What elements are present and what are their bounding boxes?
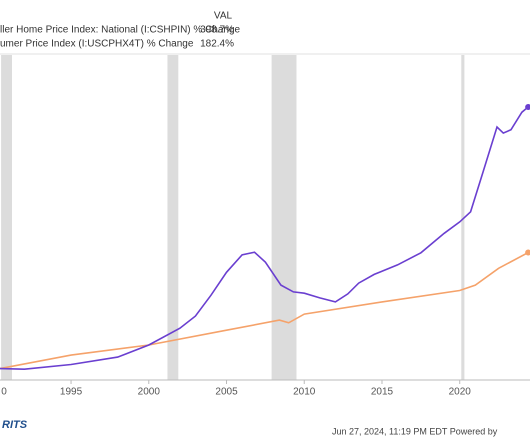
x-tick-label: 2000 xyxy=(138,387,161,398)
x-tick-label: 0 xyxy=(1,387,7,398)
recession-band xyxy=(1,55,12,380)
legend-label: umer Price Index (I:USCPHX4T) % Change xyxy=(0,39,194,50)
legend-label: ller Home Price Index: National (I:CSHPI… xyxy=(0,25,241,36)
recession-band xyxy=(461,55,465,380)
legend-value: 398.7% xyxy=(200,25,234,36)
recession-band xyxy=(271,55,297,380)
footer: Jun 27, 2024, 11:19 PM EDT Powered by xyxy=(332,426,498,436)
series-line xyxy=(0,106,529,371)
series-line xyxy=(0,251,529,370)
logo: RITS xyxy=(2,419,28,431)
recession-band xyxy=(167,55,179,380)
end-point xyxy=(525,249,530,256)
x-tick-label: 2005 xyxy=(215,387,238,398)
legend-value: 182.4% xyxy=(200,39,234,50)
legend-header: VAL xyxy=(214,11,233,22)
x-tick-label: 2010 xyxy=(293,387,316,398)
x-tick-label: 2015 xyxy=(371,387,394,398)
end-point xyxy=(525,104,530,111)
x-tick-label: 2020 xyxy=(449,387,472,398)
x-tick-label: 1995 xyxy=(60,387,83,398)
